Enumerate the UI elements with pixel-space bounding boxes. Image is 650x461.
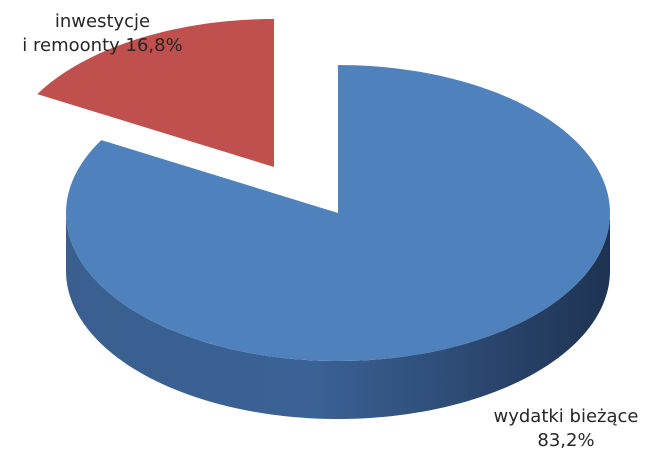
slice-value-inwestycje: 16,8%	[125, 35, 183, 56]
slice-side-wydatki	[66, 213, 610, 419]
slice-label-inwestycje-line2: i remoonty 16,8%	[0, 34, 205, 58]
slice-label-wydatki-line1: wydatki bieżące	[493, 406, 639, 427]
slice-label-inwestycje-line1: inwestycje	[54, 11, 151, 32]
slice-top-wydatki	[66, 65, 610, 361]
slice-top-inwestycje	[37, 19, 275, 167]
pie-marks	[37, 19, 610, 419]
slice-label-inwestycje: inwestycje i remoonty 16,8%	[0, 10, 205, 58]
slice-value-wydatki: 83,2%	[537, 430, 595, 451]
slice-label-inwestycje-name2: i remoonty	[22, 35, 120, 56]
slice-label-wydatki: wydatki bieżące 83,2%	[486, 405, 646, 453]
